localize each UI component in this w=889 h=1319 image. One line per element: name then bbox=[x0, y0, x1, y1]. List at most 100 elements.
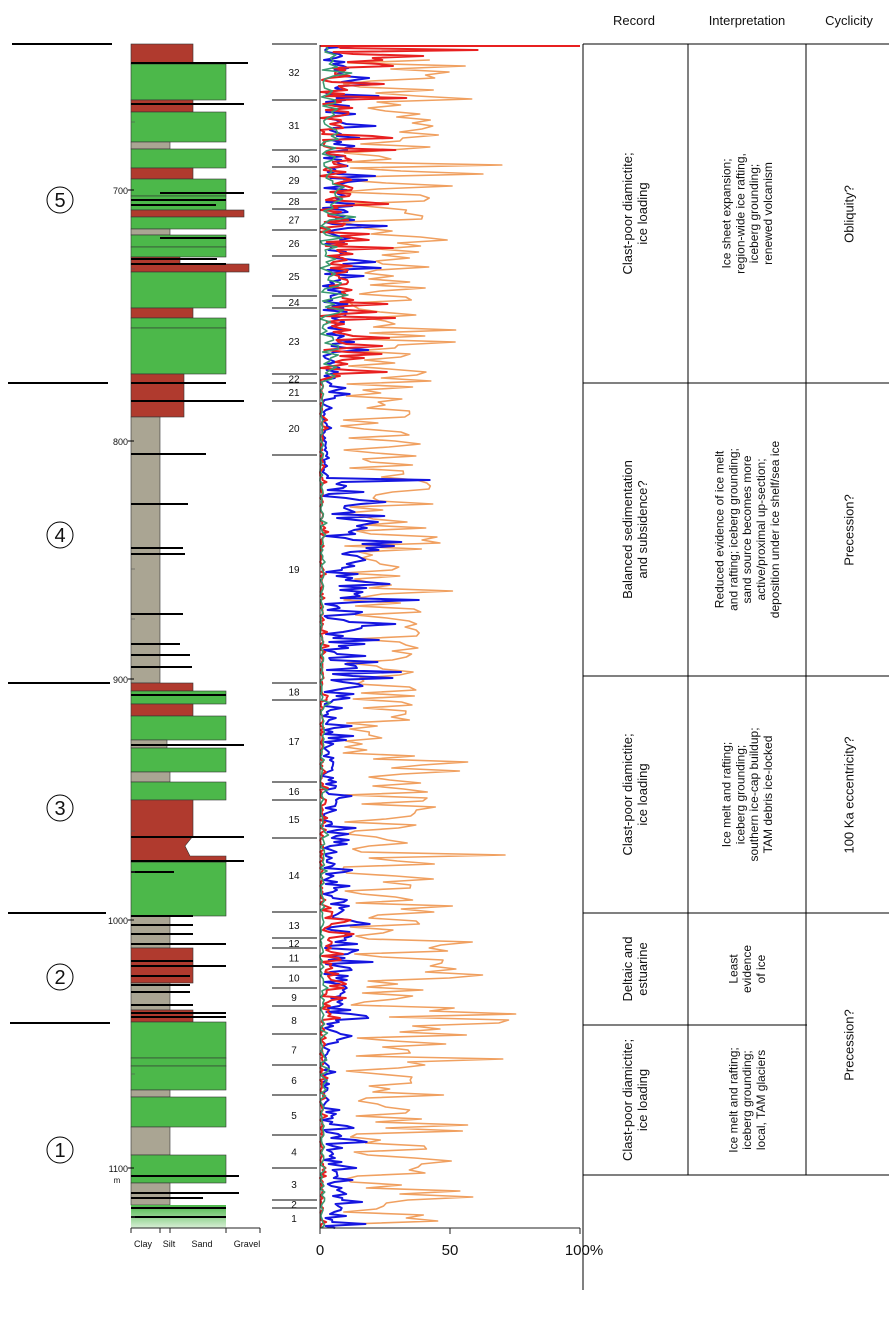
record-cell-line: ice loading bbox=[635, 182, 650, 244]
cycle-label: 8 bbox=[291, 1016, 297, 1027]
cyclicity-cell-line: Precession? bbox=[842, 1009, 857, 1081]
lithology-bed bbox=[130, 228, 171, 236]
interpretation-cell-line: active/proximal up-section; bbox=[754, 458, 768, 600]
cycle-label: 17 bbox=[288, 737, 300, 748]
interpretation-cell-line: southern ice-cap buildup; bbox=[747, 727, 761, 861]
lithology-bed bbox=[130, 209, 245, 218]
grain-label-clay: Clay bbox=[134, 1239, 153, 1249]
cyclicity-cell: 100 Ka eccentricity? bbox=[842, 736, 857, 853]
interpretation-cell: Reduced evidence of ice melt and rafting;… bbox=[713, 440, 782, 618]
lithology-bed bbox=[130, 373, 185, 418]
cyclicity-cell-line: Obliquity? bbox=[842, 185, 857, 243]
depth-tick-900: 900 bbox=[113, 675, 128, 685]
lithology-bed bbox=[130, 1096, 227, 1128]
sequence-number: 2 bbox=[54, 967, 65, 989]
lithology-bed bbox=[130, 861, 227, 917]
cycle-label: 26 bbox=[288, 239, 300, 250]
cycle-label: 10 bbox=[288, 974, 300, 985]
interpretation-cell-line: iceberg grounding; bbox=[740, 1050, 754, 1149]
cycle-label: 20 bbox=[288, 424, 300, 435]
record-cell-line: estuarine bbox=[635, 942, 650, 995]
cycle-label: 15 bbox=[288, 815, 300, 826]
depth-tick-800: 800 bbox=[113, 437, 128, 447]
interpretation-cell-line: of ice bbox=[754, 954, 768, 983]
lithology-bed bbox=[130, 771, 171, 783]
lithology-column bbox=[128, 43, 250, 1228]
lithology-bed bbox=[130, 307, 194, 319]
interpretation-cell-line: Least bbox=[726, 954, 740, 984]
lithology-bed bbox=[130, 799, 227, 863]
sequence-number: 3 bbox=[54, 798, 65, 820]
percentage-plot: 0 50 100% bbox=[316, 45, 603, 1259]
percent-tick-100: 100% bbox=[565, 1242, 603, 1259]
sequence-circle bbox=[46, 186, 74, 214]
cycle-label: 23 bbox=[288, 337, 300, 348]
grain-label-sand: Sand bbox=[191, 1239, 212, 1249]
cycle-label: 16 bbox=[288, 787, 300, 798]
lithology-bed bbox=[130, 317, 227, 329]
depth-unit: m bbox=[114, 1176, 121, 1185]
series-teal bbox=[319, 45, 357, 1229]
sequence-number: 5 bbox=[54, 190, 65, 212]
lithology-bed bbox=[130, 715, 227, 741]
record-cell-line: Clast-poor diamictite; bbox=[620, 733, 635, 855]
record-cell-line: Balanced sedimentation bbox=[620, 460, 635, 599]
header-cyclicity: Cyclicity bbox=[825, 13, 873, 28]
cycle-label: 6 bbox=[291, 1076, 297, 1087]
cycle-label: 2 bbox=[291, 1200, 297, 1211]
cycle-label: 11 bbox=[289, 954, 300, 965]
record-cell: Balanced sedimentation and subsidence? bbox=[620, 460, 650, 599]
cycle-label: 28 bbox=[288, 197, 300, 208]
cycle-label: 27 bbox=[288, 216, 300, 227]
lithology-bed bbox=[130, 111, 227, 143]
interpretation-table: Record Interpretation Cyclicity Clast-po… bbox=[582, 13, 889, 1290]
sequence-number: 4 bbox=[54, 525, 65, 547]
lithology-bed bbox=[130, 703, 194, 717]
interpretation-cell: Ice melt and rafting; iceberg grounding; l… bbox=[726, 1047, 768, 1152]
lithology-bed bbox=[130, 271, 227, 309]
sequence-boundaries bbox=[8, 43, 112, 1024]
cycle-label: 24 bbox=[288, 298, 300, 309]
cycle-label: 7 bbox=[291, 1046, 297, 1057]
lithology-bed bbox=[130, 1057, 227, 1067]
sequence-circle bbox=[46, 794, 74, 822]
cycle-label: 25 bbox=[288, 272, 300, 283]
cycle-label: 13 bbox=[288, 921, 300, 932]
percent-tick-0: 0 bbox=[316, 1242, 324, 1259]
record-cell: Clast-poor diamictite; ice loading bbox=[620, 1039, 650, 1161]
interpretation-cell-line: Ice melt and rafting; bbox=[720, 742, 734, 847]
header-record: Record bbox=[613, 13, 655, 28]
lithology-bed bbox=[130, 1126, 171, 1156]
depth-tick-1100: 1100 bbox=[109, 1164, 128, 1174]
interpretation-cell-line: region-wide ice rafting, bbox=[733, 153, 747, 274]
cyclicity-cell-line: 100 Ka eccentricity? bbox=[842, 736, 857, 853]
lithology-bed bbox=[130, 781, 227, 801]
cyclicity-cell-line: Precession? bbox=[842, 494, 857, 566]
interpretation-cell-line: sand source becomes more bbox=[740, 455, 754, 603]
lithology-bed bbox=[130, 246, 227, 258]
interpretation-cell: Ice sheet expansion; region-wide ice raft… bbox=[720, 153, 775, 274]
lithology-bed bbox=[130, 148, 227, 169]
interpretation-cell-line: Ice sheet expansion; bbox=[720, 158, 734, 268]
header-interpretation: Interpretation bbox=[709, 13, 786, 28]
cycle-label: 31 bbox=[288, 121, 300, 132]
cycle-label: 1 bbox=[291, 1214, 297, 1225]
cycle-label: 22 bbox=[288, 375, 300, 386]
cycle-label: 12 bbox=[288, 939, 300, 950]
cycle-column: 3231302928272625242322212019181716151413… bbox=[272, 43, 317, 1225]
interpretation-cell-line: Reduced evidence of ice melt bbox=[713, 450, 727, 608]
sequence-circle bbox=[46, 521, 74, 549]
interpretation-cell-line: and rafting; iceberg grounding; bbox=[726, 448, 740, 611]
interpretation-cell-line: TAM debris ice-locked bbox=[761, 736, 775, 854]
percent-tick-50: 50 bbox=[442, 1242, 459, 1259]
interpretation-cell: Ice melt and rafting; iceberg grounding; s… bbox=[720, 727, 775, 861]
record-cell-line: ice loading bbox=[635, 763, 650, 825]
sequence-number: 1 bbox=[54, 1140, 65, 1162]
interpretation-cell-line: deposition under ice shelf/sea ice bbox=[768, 440, 782, 618]
record-cell-line: Clast-poor diamictite; bbox=[620, 152, 635, 274]
sequence-circle bbox=[46, 963, 74, 991]
cyclicity-cell: Precession? bbox=[842, 1009, 857, 1081]
lithology-bed bbox=[130, 141, 171, 150]
cycle-label: 30 bbox=[288, 155, 300, 166]
